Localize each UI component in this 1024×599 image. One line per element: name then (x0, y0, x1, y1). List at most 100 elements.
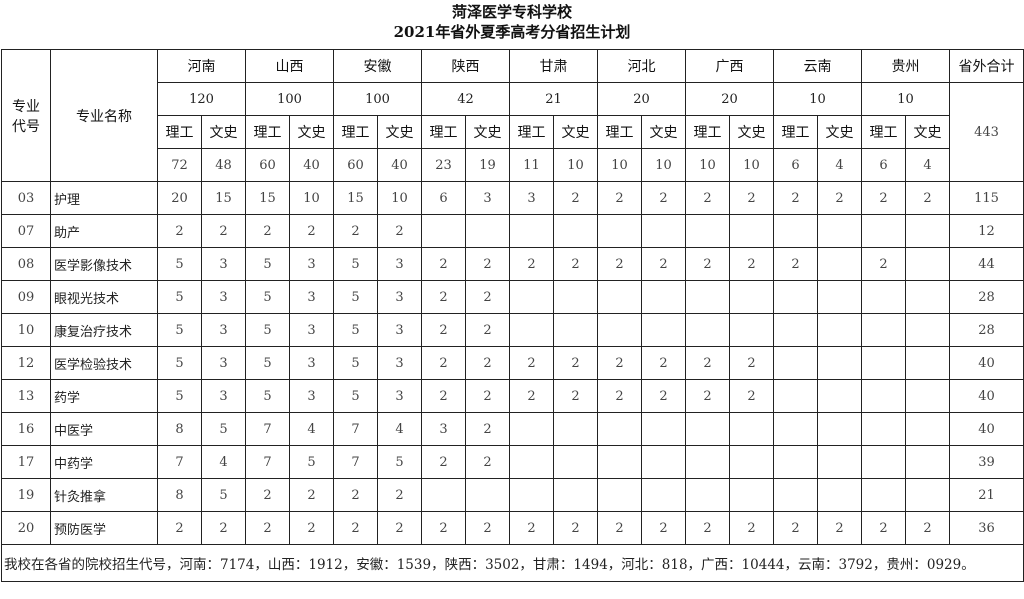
quota-cell (817, 412, 862, 446)
track-arts: 文史 (729, 115, 774, 149)
province-name: 安徽 (333, 49, 422, 83)
province-name: 河南 (157, 49, 246, 83)
quota-cell: 2 (685, 181, 730, 215)
quota-cell: 5 (377, 445, 422, 479)
science-total: 10 (597, 148, 642, 182)
quota-cell (729, 412, 774, 446)
arts-total: 40 (289, 148, 334, 182)
province-total: 100 (333, 82, 422, 116)
quota-cell (597, 412, 642, 446)
quota-cell: 2 (641, 346, 686, 380)
quota-cell (597, 280, 642, 314)
quota-cell (861, 313, 906, 347)
quota-cell: 3 (377, 313, 422, 347)
quota-cell: 2 (509, 346, 554, 380)
quota-cell: 3 (289, 247, 334, 281)
row-total: 39 (949, 445, 1024, 479)
arts-total: 40 (377, 148, 422, 182)
quota-cell (641, 313, 686, 347)
quota-cell: 2 (421, 379, 466, 413)
major-code: 13 (1, 379, 51, 413)
science-total: 60 (333, 148, 378, 182)
quota-cell: 2 (817, 181, 862, 215)
quota-cell: 6 (421, 181, 466, 215)
quota-cell: 2 (377, 478, 422, 512)
row-total: 28 (949, 313, 1024, 347)
quota-cell (509, 412, 554, 446)
quota-cell: 2 (685, 379, 730, 413)
quota-cell: 2 (905, 181, 950, 215)
quota-cell (905, 379, 950, 413)
quota-cell: 2 (289, 214, 334, 248)
track-science: 理工 (597, 115, 642, 149)
quota-cell (729, 445, 774, 479)
arts-total: 10 (729, 148, 774, 182)
quota-cell: 2 (465, 247, 510, 281)
quota-cell: 2 (597, 346, 642, 380)
quota-cell: 7 (333, 445, 378, 479)
quota-cell: 2 (465, 346, 510, 380)
major-name: 眼视光技术 (50, 280, 158, 314)
quota-cell: 5 (245, 280, 290, 314)
province-total: 100 (245, 82, 334, 116)
quota-cell (817, 280, 862, 314)
arts-total: 10 (553, 148, 598, 182)
arts-total: 4 (817, 148, 862, 182)
row-total: 40 (949, 412, 1024, 446)
quota-cell: 3 (289, 379, 334, 413)
quota-cell (817, 313, 862, 347)
header-code: 专业代号 (1, 49, 51, 182)
quota-cell: 2 (421, 511, 466, 545)
quota-cell (553, 412, 598, 446)
header-row-track-totals: 72 48 60 40 60 40 23 19 11 10 10 10 10 10 6 4 6 4 (2, 148, 1024, 182)
quota-cell: 7 (245, 445, 290, 479)
quota-cell: 5 (333, 346, 378, 380)
quota-cell: 5 (157, 346, 202, 380)
table-row: 12 医学检验技术 5 3 5 3 5 3 2 2 2 2 2 2 2 2 40 (1, 346, 1024, 380)
quota-cell: 2 (553, 181, 598, 215)
arts-total: 4 (905, 148, 950, 182)
quota-cell: 3 (509, 181, 554, 215)
document-title: 菏泽医学专科学校 (451, 3, 572, 21)
table-row: 07 助产 2 2 2 2 2 2 12 (1, 214, 1024, 248)
quota-cell: 2 (685, 247, 730, 281)
province-total: 20 (685, 82, 774, 116)
table-row: 10 康复治疗技术 5 3 5 3 5 3 2 2 28 (1, 313, 1024, 347)
major-code: 03 (1, 181, 51, 215)
science-total: 10 (685, 148, 730, 182)
quota-cell (509, 280, 554, 314)
row-total: 115 (949, 181, 1024, 215)
track-science: 理工 (861, 115, 906, 149)
quota-cell: 3 (377, 346, 422, 380)
quota-cell (817, 445, 862, 479)
quota-cell (773, 346, 818, 380)
quota-cell: 2 (861, 247, 906, 281)
quota-cell (905, 478, 950, 512)
quota-cell (905, 346, 950, 380)
quota-cell (729, 478, 774, 512)
document-subtitle: 2021年省外夏季高考分省招生计划 (393, 23, 631, 41)
quota-cell (421, 214, 466, 248)
quota-cell: 2 (773, 247, 818, 281)
header-name: 专业名称 (50, 49, 158, 182)
quota-cell: 2 (729, 247, 774, 281)
major-code: 19 (1, 478, 51, 512)
quota-cell (905, 247, 950, 281)
quota-cell (641, 280, 686, 314)
enrollment-plan-table: 专业代号 专业名称 河南 山西 安徽 陕西 甘肃 河北 广西 云南 贵州 省外合计 120 100 100 4… (1, 49, 1024, 582)
quota-cell: 2 (553, 379, 598, 413)
province-name: 陕西 (421, 49, 510, 83)
quota-cell (905, 214, 950, 248)
quota-cell (685, 280, 730, 314)
quota-cell: 5 (201, 412, 246, 446)
quota-cell (773, 412, 818, 446)
quota-cell (773, 379, 818, 413)
quota-cell (861, 346, 906, 380)
major-name: 医学影像技术 (50, 247, 158, 281)
quota-cell: 5 (333, 280, 378, 314)
quota-cell (905, 412, 950, 446)
quota-cell: 2 (729, 379, 774, 413)
quota-cell: 5 (157, 247, 202, 281)
quota-cell: 2 (201, 214, 246, 248)
province-total: 20 (597, 82, 686, 116)
